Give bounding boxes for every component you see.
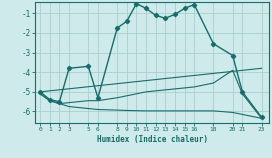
X-axis label: Humidex (Indice chaleur): Humidex (Indice chaleur) — [97, 135, 208, 144]
